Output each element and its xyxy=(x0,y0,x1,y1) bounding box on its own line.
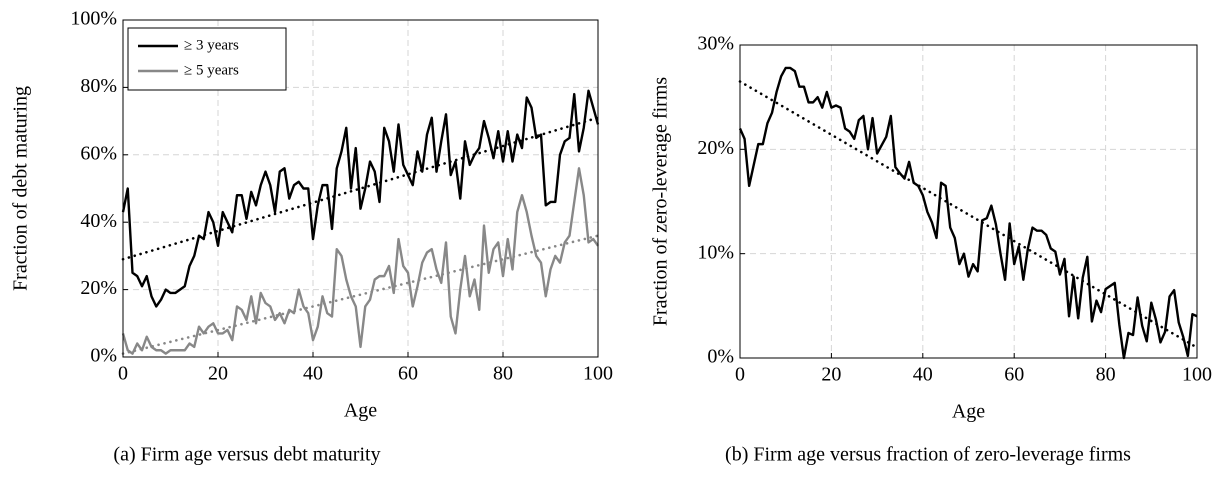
plot-frame xyxy=(739,44,1198,359)
y-tick-label: 100% xyxy=(70,8,117,30)
y-tick-label: 0% xyxy=(90,345,117,367)
legend-label: ≥ 3 years xyxy=(184,37,239,53)
x-tick-label: 100 xyxy=(583,363,613,385)
x-tick-label: 40 xyxy=(303,363,323,385)
x-axis-label: Age xyxy=(344,400,377,422)
caption: (b) Firm age versus fraction of zero-lev… xyxy=(725,444,1131,466)
x-tick-label: 100 xyxy=(1182,364,1212,386)
legend: ≥ 3 years ≥ 5 years xyxy=(127,27,287,91)
x-tick-label: 80 xyxy=(493,363,513,385)
legend-label: ≥ 5 years xyxy=(184,62,239,78)
x-tick-label: 0 xyxy=(735,364,745,386)
x-tick-label: 60 xyxy=(1004,364,1024,386)
y-axis-label: Fraction of zero-leverage firms xyxy=(650,77,672,327)
y-tick-label: 80% xyxy=(80,75,117,97)
y-tick-label: 0% xyxy=(707,346,734,368)
y-tick-label: 60% xyxy=(80,142,117,164)
trend-line xyxy=(121,234,600,355)
y-tick-label: 30% xyxy=(697,33,734,55)
data-line xyxy=(738,66,1198,360)
legend-box xyxy=(127,27,287,91)
x-tick-label: 20 xyxy=(821,364,841,386)
data-line xyxy=(121,89,600,308)
y-tick-label: 10% xyxy=(697,241,734,263)
y-tick-label: 20% xyxy=(697,137,734,159)
x-tick-label: 20 xyxy=(208,363,228,385)
data-line xyxy=(121,167,599,355)
trend-line xyxy=(121,116,600,261)
y-tick-label: 40% xyxy=(80,210,117,232)
y-axis-label: Fraction of debt maturing xyxy=(10,86,32,291)
plot-frame xyxy=(122,19,599,358)
x-tick-label: 40 xyxy=(913,364,933,386)
x-tick-label: 60 xyxy=(398,363,418,385)
y-tick-label: 20% xyxy=(80,277,117,299)
x-tick-label: 80 xyxy=(1096,364,1116,386)
x-tick-label: 0 xyxy=(118,363,128,385)
trend-line xyxy=(738,80,1199,349)
x-axis-label: Age xyxy=(952,401,985,423)
caption: (a) Firm age versus debt maturity xyxy=(113,444,380,466)
